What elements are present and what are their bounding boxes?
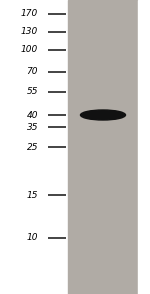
Text: 130: 130: [21, 28, 38, 36]
Text: 100: 100: [21, 46, 38, 54]
Bar: [0, 0, 68, 294]
Ellipse shape: [81, 110, 126, 120]
Text: 35: 35: [27, 123, 38, 131]
Text: 70: 70: [27, 68, 38, 76]
Text: 170: 170: [21, 9, 38, 19]
Text: 10: 10: [27, 233, 38, 243]
Bar: [68, 0, 138, 294]
Text: 40: 40: [27, 111, 38, 119]
Text: 15: 15: [27, 191, 38, 200]
Text: 25: 25: [27, 143, 38, 151]
Text: 55: 55: [27, 88, 38, 96]
Bar: [138, 0, 150, 294]
